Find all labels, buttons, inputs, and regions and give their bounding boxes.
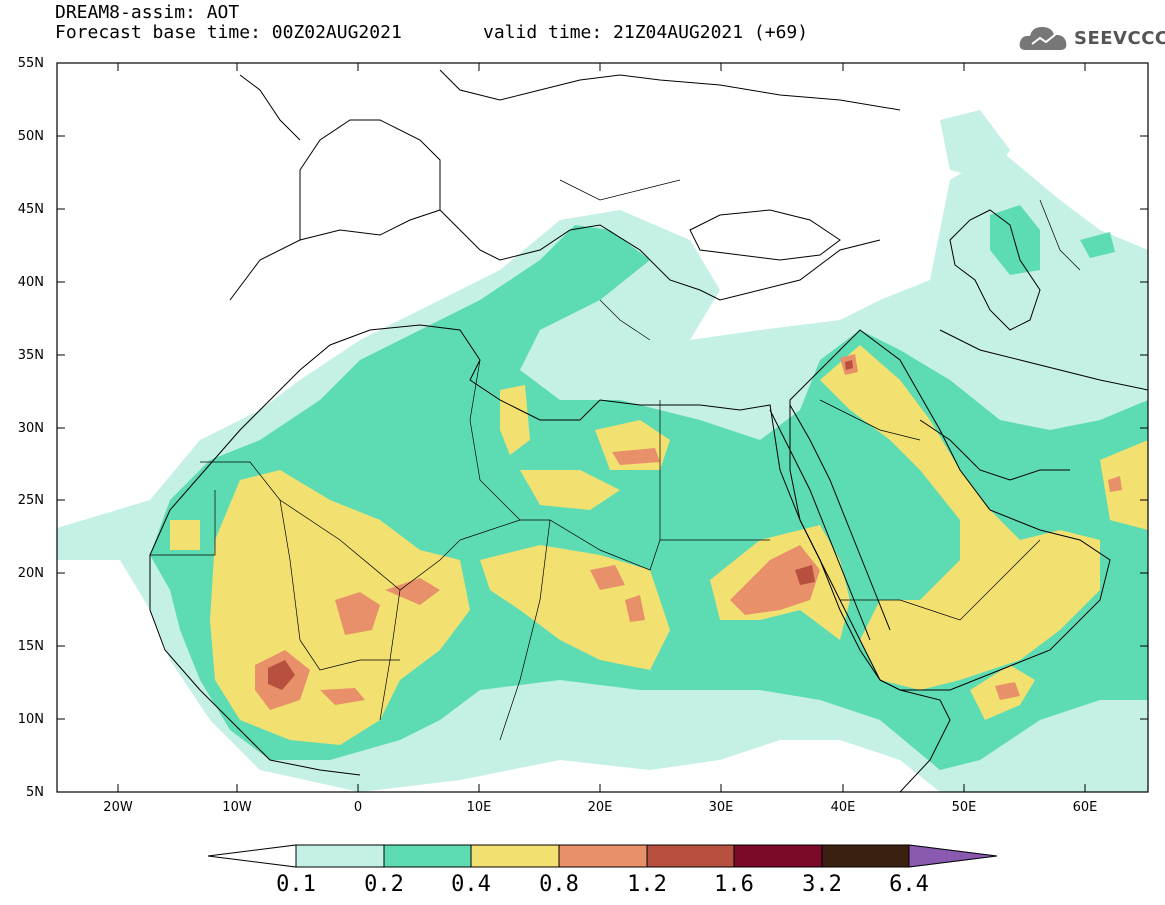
colorbar-segment-1 — [295, 844, 385, 868]
lon-label: 0 — [353, 800, 363, 815]
lat-label: 50N — [17, 129, 44, 144]
colorbar-label: 1.6 — [714, 872, 754, 897]
country-borders — [150, 179, 1081, 741]
lon-label: 10W — [222, 800, 252, 815]
lat-label: 15N — [17, 639, 44, 654]
map-title: DREAM8-assim: AOT — [55, 2, 240, 23]
cloud-logo-icon — [1019, 27, 1067, 50]
colorbar-label: 0.1 — [276, 872, 316, 897]
colorbar-segment-4 — [558, 844, 648, 868]
colorbar-segment-5 — [646, 844, 735, 868]
colorbar-min-arrow — [207, 844, 297, 868]
lon-label: 40E — [830, 800, 856, 815]
coastlines — [57, 63, 1148, 792]
lat-label: 55N — [17, 56, 44, 71]
colorbar-label: 6.4 — [889, 872, 929, 897]
logo-text: SEEVCCC — [1074, 28, 1165, 49]
lat-label: 20N — [17, 566, 44, 581]
lon-label: 20E — [587, 800, 613, 815]
lat-ticks — [57, 62, 1148, 720]
colorbar-label: 3.2 — [802, 872, 842, 897]
lat-label: 25N — [17, 493, 44, 508]
valid-time: valid time: 21Z04AUG2021 (+69) — [483, 22, 809, 43]
lat-label: 10N — [17, 712, 44, 727]
colorbar-label: 1.2 — [627, 872, 667, 897]
lat-label: 45N — [17, 202, 44, 217]
lat-label: 30N — [17, 421, 44, 436]
colorbar-max-arrow — [908, 844, 998, 868]
colorbar-segment-2 — [383, 844, 472, 868]
lat-label: 35N — [17, 348, 44, 363]
colorbar — [207, 844, 998, 868]
colorbar-segment-3 — [470, 844, 560, 868]
lat-label: 40N — [17, 275, 44, 290]
colorbar-label: 0.8 — [539, 872, 579, 897]
lon-label: 30E — [708, 800, 734, 815]
colorbar-label: 0.2 — [364, 872, 404, 897]
lon-label: 60E — [1072, 800, 1098, 815]
lon-label: 20W — [103, 800, 133, 815]
lat-label: 5N — [26, 785, 44, 800]
colorbar-segment-6 — [733, 844, 823, 868]
forecast-base-time: Forecast base time: 00Z02AUG2021 — [55, 22, 402, 43]
lon-label: 10E — [466, 800, 492, 815]
seevccc-logo: SEEVCCC — [1018, 22, 1165, 56]
lon-label: 50E — [951, 800, 977, 815]
colorbar-segment-7 — [821, 844, 910, 868]
lon-ticks — [117, 63, 1086, 792]
colorbar-label: 0.4 — [451, 872, 491, 897]
aot-level-1-2 — [268, 360, 853, 690]
